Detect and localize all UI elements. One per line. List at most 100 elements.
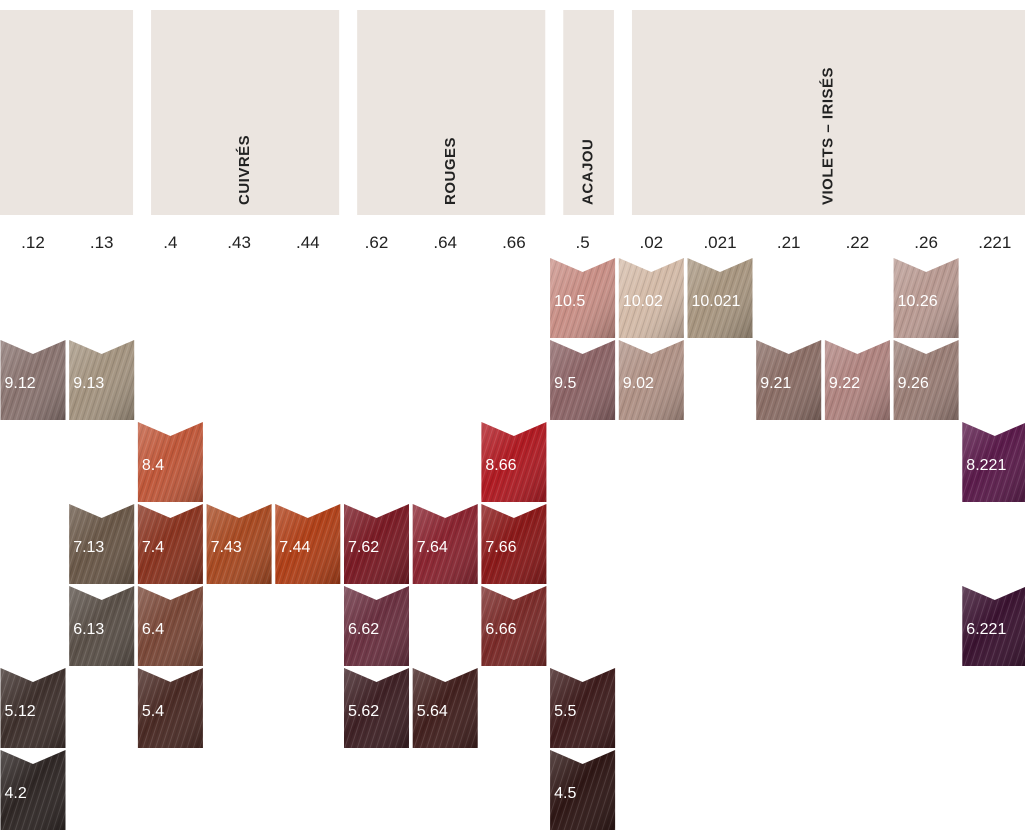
swatch-label: 6.13 [73, 621, 104, 638]
swatch: 5.64 [412, 668, 478, 748]
swatch-label: 10.02 [623, 293, 663, 310]
group-label: VIOLETS – IRISÉS [819, 67, 836, 205]
column-label: .21 [777, 233, 801, 252]
swatch-label: 7.64 [417, 539, 448, 556]
swatch: 6.62 [344, 586, 409, 666]
group-label: ACAJOU [580, 139, 597, 205]
swatch-label: 5.62 [348, 703, 379, 720]
swatch-label: 9.12 [5, 375, 36, 392]
swatch-label: 9.02 [623, 375, 654, 392]
swatch: 9.26 [893, 340, 959, 420]
swatch-sheen [344, 504, 409, 584]
swatch-sheen [550, 340, 616, 420]
swatch-sheen [756, 340, 822, 420]
swatch-sheen [618, 258, 684, 338]
swatch: 4.5 [550, 750, 616, 830]
swatch-label: 10.26 [898, 293, 938, 310]
swatch-label: 6.4 [142, 621, 164, 638]
swatch-label: 4.2 [5, 785, 27, 802]
column-label: .64 [433, 233, 457, 252]
swatch-sheen [481, 504, 547, 584]
column-label: .22 [846, 233, 870, 252]
swatch-label: 6.66 [485, 621, 516, 638]
swatch-sheen [69, 340, 135, 420]
swatch: 7.4 [137, 504, 203, 584]
swatch: 10.02 [618, 258, 684, 338]
group-header [0, 10, 134, 215]
swatch-sheen [412, 504, 478, 584]
swatch-label: 7.43 [211, 539, 242, 556]
swatch: 10.5 [550, 258, 616, 338]
swatch: 8.4 [137, 422, 203, 502]
swatch-sheen [550, 750, 616, 830]
swatch-label: 4.5 [554, 785, 576, 802]
swatch-label: 8.66 [485, 457, 516, 474]
swatch-sheen [481, 422, 547, 502]
column-label: .021 [703, 233, 736, 252]
group-header [631, 10, 1025, 215]
swatch: 9.22 [824, 340, 890, 420]
swatch: 7.66 [481, 504, 547, 584]
column-label: .5 [576, 233, 590, 252]
swatch-label: 7.44 [279, 539, 310, 556]
column-label: .26 [914, 233, 938, 252]
swatch-label: 7.66 [485, 539, 516, 556]
swatch: 5.62 [344, 668, 409, 748]
swatch-sheen [137, 504, 203, 584]
swatch-label: 9.13 [73, 375, 104, 392]
group-label: CUIVRÉS [236, 135, 253, 205]
group-label: ROUGES [442, 137, 459, 205]
swatch-sheen [275, 504, 341, 584]
swatch-sheen [962, 422, 1025, 502]
swatch: 6.221 [962, 586, 1025, 666]
swatch-sheen [344, 668, 409, 748]
swatch-label: 7.4 [142, 539, 164, 556]
group-header [151, 10, 340, 215]
swatch: 6.66 [481, 586, 547, 666]
swatch: 9.13 [69, 340, 135, 420]
swatch-sheen [550, 668, 616, 748]
swatch-sheen [0, 750, 66, 830]
swatch-sheen [550, 258, 616, 338]
swatch: 5.12 [0, 668, 66, 748]
swatch: 7.43 [206, 504, 272, 584]
swatch-sheen [962, 586, 1025, 666]
swatch-sheen [824, 340, 890, 420]
swatch-label: 9.5 [554, 375, 576, 392]
swatch: 5.5 [550, 668, 616, 748]
swatch-label: 10.021 [692, 293, 741, 310]
column-label: .12 [21, 233, 45, 252]
swatch-label: 5.12 [5, 703, 36, 720]
swatch-sheen [412, 668, 478, 748]
swatch-label: 5.4 [142, 703, 164, 720]
swatch-sheen [618, 340, 684, 420]
swatch: 7.62 [344, 504, 409, 584]
column-label: .13 [90, 233, 114, 252]
swatch-sheen [137, 422, 203, 502]
swatch-sheen [206, 504, 272, 584]
swatch: 9.5 [550, 340, 616, 420]
swatch-sheen [137, 668, 203, 748]
swatch-label: 8.4 [142, 457, 164, 474]
swatch-label: 9.22 [829, 375, 860, 392]
swatch: 6.4 [137, 586, 203, 666]
swatch-sheen [893, 258, 959, 338]
column-label: .4 [163, 233, 177, 252]
swatch: 9.02 [618, 340, 684, 420]
swatch-sheen [687, 258, 753, 338]
swatch: 4.2 [0, 750, 66, 830]
swatch-label: 5.64 [417, 703, 448, 720]
swatch-label: 10.5 [554, 293, 585, 310]
group-header [357, 10, 546, 215]
column-label: .43 [227, 233, 251, 252]
column-label: .44 [296, 233, 320, 252]
swatch: 9.12 [0, 340, 66, 420]
swatch-sheen [0, 668, 66, 748]
swatch-label: 9.21 [760, 375, 791, 392]
swatch-sheen [481, 586, 547, 666]
swatch-label: 6.62 [348, 621, 379, 638]
column-label: .62 [365, 233, 389, 252]
column-label: .221 [978, 233, 1011, 252]
swatch-sheen [344, 586, 409, 666]
